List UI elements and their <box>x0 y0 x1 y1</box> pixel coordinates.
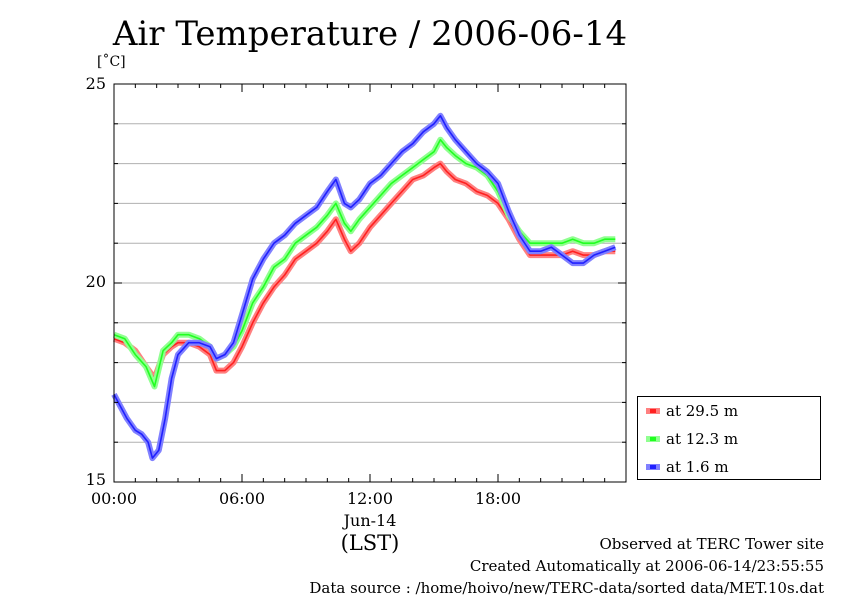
series-halo <box>112 136 616 390</box>
y-unit-label: [˚C] <box>97 54 126 70</box>
legend-label: at 29.5 m <box>666 402 739 420</box>
x-tick-label: 18:00 <box>474 489 522 508</box>
x-tick-label: 06:00 <box>218 489 266 508</box>
legend-item: at 12.3 m <box>646 429 738 449</box>
legend-swatch-red <box>646 406 660 416</box>
y-tick-label: 20 <box>85 272 106 291</box>
x-tick-label: 00:00 <box>90 489 138 508</box>
y-tick-label: 25 <box>85 74 106 93</box>
legend-swatch-green <box>646 434 660 444</box>
legend-label: at 12.3 m <box>666 430 739 448</box>
chart-title: Air Temperature / 2006-06-14 <box>112 14 628 54</box>
gridlines <box>114 123 626 443</box>
axis-ticks <box>113 83 627 483</box>
legend-item: at 1.6 m <box>646 457 729 477</box>
x-tick-label: 12:00 <box>346 489 394 508</box>
date-label: Jun-14 <box>343 511 397 530</box>
legend-label: at 1.6 m <box>666 458 729 476</box>
footer-source: Data source : /home/hoivo/new/TERC-data/… <box>309 579 824 597</box>
series-halo <box>111 112 617 462</box>
y-tick-label: 15 <box>85 470 106 489</box>
series-line <box>113 138 616 388</box>
footer-created: Created Automatically at 2006-06-14/23:5… <box>469 557 824 575</box>
footer-site: Observed at TERC Tower site <box>599 535 824 553</box>
series-layer <box>111 112 617 462</box>
legend-item: at 29.5 m <box>646 401 738 421</box>
legend-swatch-blue <box>646 462 660 472</box>
x-axis-label: (LST) <box>340 531 400 555</box>
series-line <box>113 115 616 459</box>
legend: at 29.5 m at 12.3 m at 1.6 m <box>637 396 821 480</box>
